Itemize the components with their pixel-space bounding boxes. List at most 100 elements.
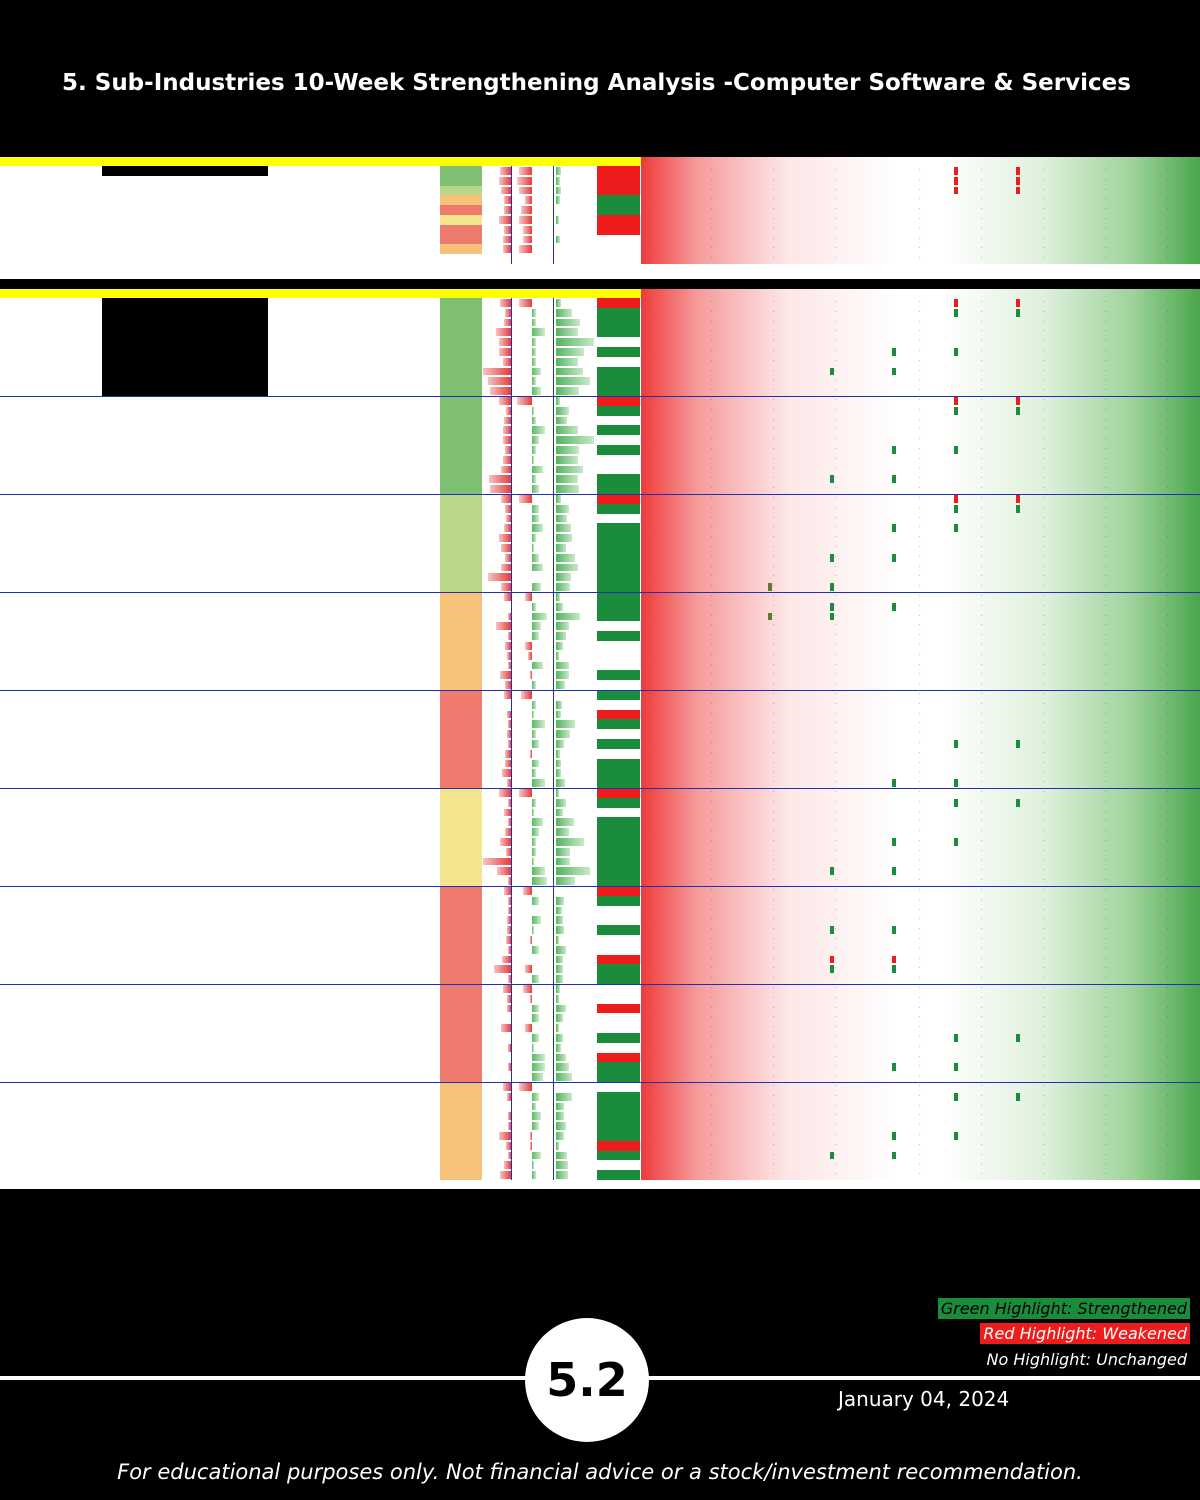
row-period xyxy=(299,1151,439,1161)
bucket-dot: · xyxy=(711,1053,713,1060)
bucket-dot: · xyxy=(835,1132,837,1138)
bucket-dot: · xyxy=(649,196,651,203)
max-bar xyxy=(556,406,569,415)
bucket-dot: · xyxy=(919,196,921,203)
bucket-dot: · xyxy=(981,877,983,884)
row-length xyxy=(1,465,101,475)
bucket-dot: · xyxy=(1167,475,1169,482)
row-min xyxy=(483,808,511,818)
row-max xyxy=(554,455,595,465)
bucket-label xyxy=(830,387,834,395)
row-count xyxy=(440,729,482,739)
row-avg xyxy=(512,166,553,176)
table-row: · · · · · · · · · xyxy=(0,729,1200,739)
min-bar xyxy=(507,906,511,915)
bucket-dot: · xyxy=(773,186,775,193)
bucket-dot: · xyxy=(1105,1151,1107,1158)
row-avg xyxy=(512,925,553,935)
row-max xyxy=(554,1013,595,1023)
row-count xyxy=(440,1150,482,1161)
row-avg xyxy=(512,768,553,778)
avg-bar xyxy=(532,308,537,317)
row-min xyxy=(483,1082,511,1092)
row-min xyxy=(483,186,511,196)
row-period xyxy=(299,455,439,465)
row-max xyxy=(554,1121,595,1131)
row-period xyxy=(299,347,439,357)
row-length xyxy=(1,1013,101,1023)
row-status xyxy=(597,1072,640,1082)
row-status xyxy=(597,808,640,818)
row-length xyxy=(1,543,101,553)
bucket-label xyxy=(1016,504,1020,513)
bucket-dot: · xyxy=(773,887,775,893)
bucket-dot: · xyxy=(649,436,651,443)
row-length xyxy=(1,592,101,602)
bucket-dot: · xyxy=(773,847,775,854)
avg-bar xyxy=(532,387,541,395)
row-industry xyxy=(102,1102,298,1112)
bucket-dot: · xyxy=(649,877,651,884)
row-length xyxy=(1,1141,101,1151)
bucket-dot: · xyxy=(1105,808,1107,815)
row-length xyxy=(1,1082,101,1092)
bucket-dot: · xyxy=(1043,186,1045,193)
bucket-dot: · xyxy=(1043,225,1045,232)
table-row: · · · · · · · · · xyxy=(0,195,1200,206)
bucket-dot: · xyxy=(711,1004,713,1011)
bucket-label xyxy=(954,504,958,513)
bucket-dot: · xyxy=(773,397,775,403)
row-status xyxy=(597,886,640,896)
row-length xyxy=(1,915,101,925)
bucket-dot: · xyxy=(1167,1063,1169,1070)
bucket-dot: · xyxy=(711,308,713,315)
bucket-dot: · xyxy=(1043,847,1045,854)
bucket-dot: · xyxy=(1043,1024,1045,1031)
row-length xyxy=(1,994,101,1004)
row-count xyxy=(440,454,482,465)
avg-bar xyxy=(518,245,532,254)
avg-bar xyxy=(532,759,539,768)
row-max xyxy=(554,866,595,876)
row-status xyxy=(597,876,640,886)
min-bar xyxy=(502,769,511,778)
avg-bar xyxy=(532,1034,539,1042)
bucket-dot: · xyxy=(1105,1043,1107,1050)
table-row: · · · · · · · · · xyxy=(0,601,1200,612)
header-avg xyxy=(512,289,553,298)
row-avg xyxy=(512,945,553,955)
bucket-dot: · xyxy=(773,475,775,482)
row-status xyxy=(597,945,640,955)
row-status xyxy=(597,396,640,406)
bucket-label xyxy=(954,328,958,336)
bucket-dot: · xyxy=(981,397,983,403)
bucket-dot: · xyxy=(1043,475,1045,482)
bucket-dot: · xyxy=(919,1073,921,1080)
row-min xyxy=(483,484,511,494)
bucket-dot: · xyxy=(835,730,837,737)
row-period xyxy=(299,876,439,886)
bucket-dot: · xyxy=(1167,681,1169,688)
bucket-dot: · xyxy=(711,671,713,678)
min-bar xyxy=(499,216,511,224)
bucket-dot: · xyxy=(1167,406,1169,413)
avg-bar xyxy=(532,583,541,591)
bucket-dot: · xyxy=(981,955,983,962)
bucket-dot: · xyxy=(1167,196,1169,203)
row-status xyxy=(597,1150,640,1161)
bucket-dot: · xyxy=(981,1053,983,1060)
bucket-dot: · xyxy=(773,818,775,825)
max-bar xyxy=(556,828,570,836)
row-count xyxy=(440,993,482,1004)
bucket-dot: · xyxy=(919,955,921,962)
avg-bar xyxy=(532,1112,541,1121)
bucket-dot: · xyxy=(835,681,837,688)
table-row: · · · · · · · · · xyxy=(0,356,1200,367)
bucket-dot: · xyxy=(711,328,713,335)
row-period xyxy=(299,235,439,245)
bucket-dot: · xyxy=(835,216,837,222)
bucket-dot: · xyxy=(1167,740,1169,746)
bucket-dot: · xyxy=(649,936,651,942)
bucket-dot: · xyxy=(649,926,651,933)
bucket-dot: · xyxy=(835,926,837,933)
